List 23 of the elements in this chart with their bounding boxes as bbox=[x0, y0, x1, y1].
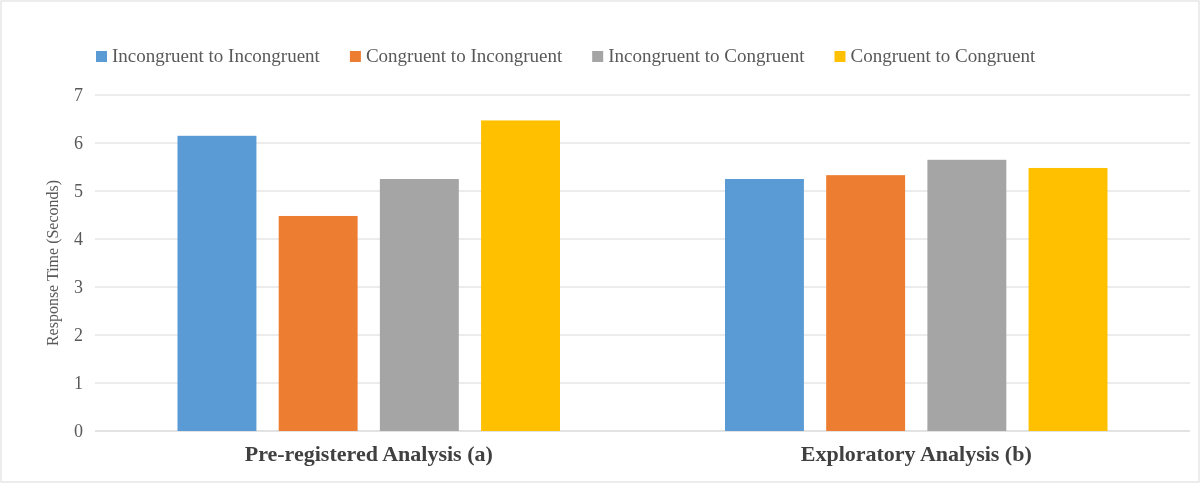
bar bbox=[1028, 167, 1108, 431]
legend-label: Congruent to Incongruent bbox=[365, 45, 563, 66]
bar bbox=[379, 179, 459, 431]
y-axis-title: Response Time (Seconds) bbox=[44, 179, 62, 347]
bar bbox=[927, 159, 1007, 431]
x-tick-label: Pre-registered Analysis (a) bbox=[244, 440, 493, 466]
legend-label: Congruent to Congruent bbox=[850, 45, 1036, 66]
legend-label: Incongruent to Incongruent bbox=[112, 45, 321, 66]
bar bbox=[278, 215, 358, 431]
bar bbox=[177, 135, 257, 431]
y-tick-label: 3 bbox=[74, 277, 83, 298]
bar bbox=[826, 175, 906, 431]
y-tick-label: 1 bbox=[74, 373, 83, 394]
legend-label: Incongruent to Congruent bbox=[608, 45, 806, 66]
y-tick-label: 7 bbox=[74, 85, 83, 106]
x-tick-label: Exploratory Analysis (b) bbox=[800, 440, 1032, 466]
y-tick-label: 2 bbox=[74, 325, 83, 346]
y-tick-label: 5 bbox=[74, 181, 83, 202]
y-tick-label: 4 bbox=[74, 229, 83, 250]
bar bbox=[481, 120, 561, 431]
y-tick-label: 0 bbox=[74, 421, 83, 442]
bar bbox=[724, 179, 804, 431]
y-tick-label: 6 bbox=[74, 133, 83, 154]
